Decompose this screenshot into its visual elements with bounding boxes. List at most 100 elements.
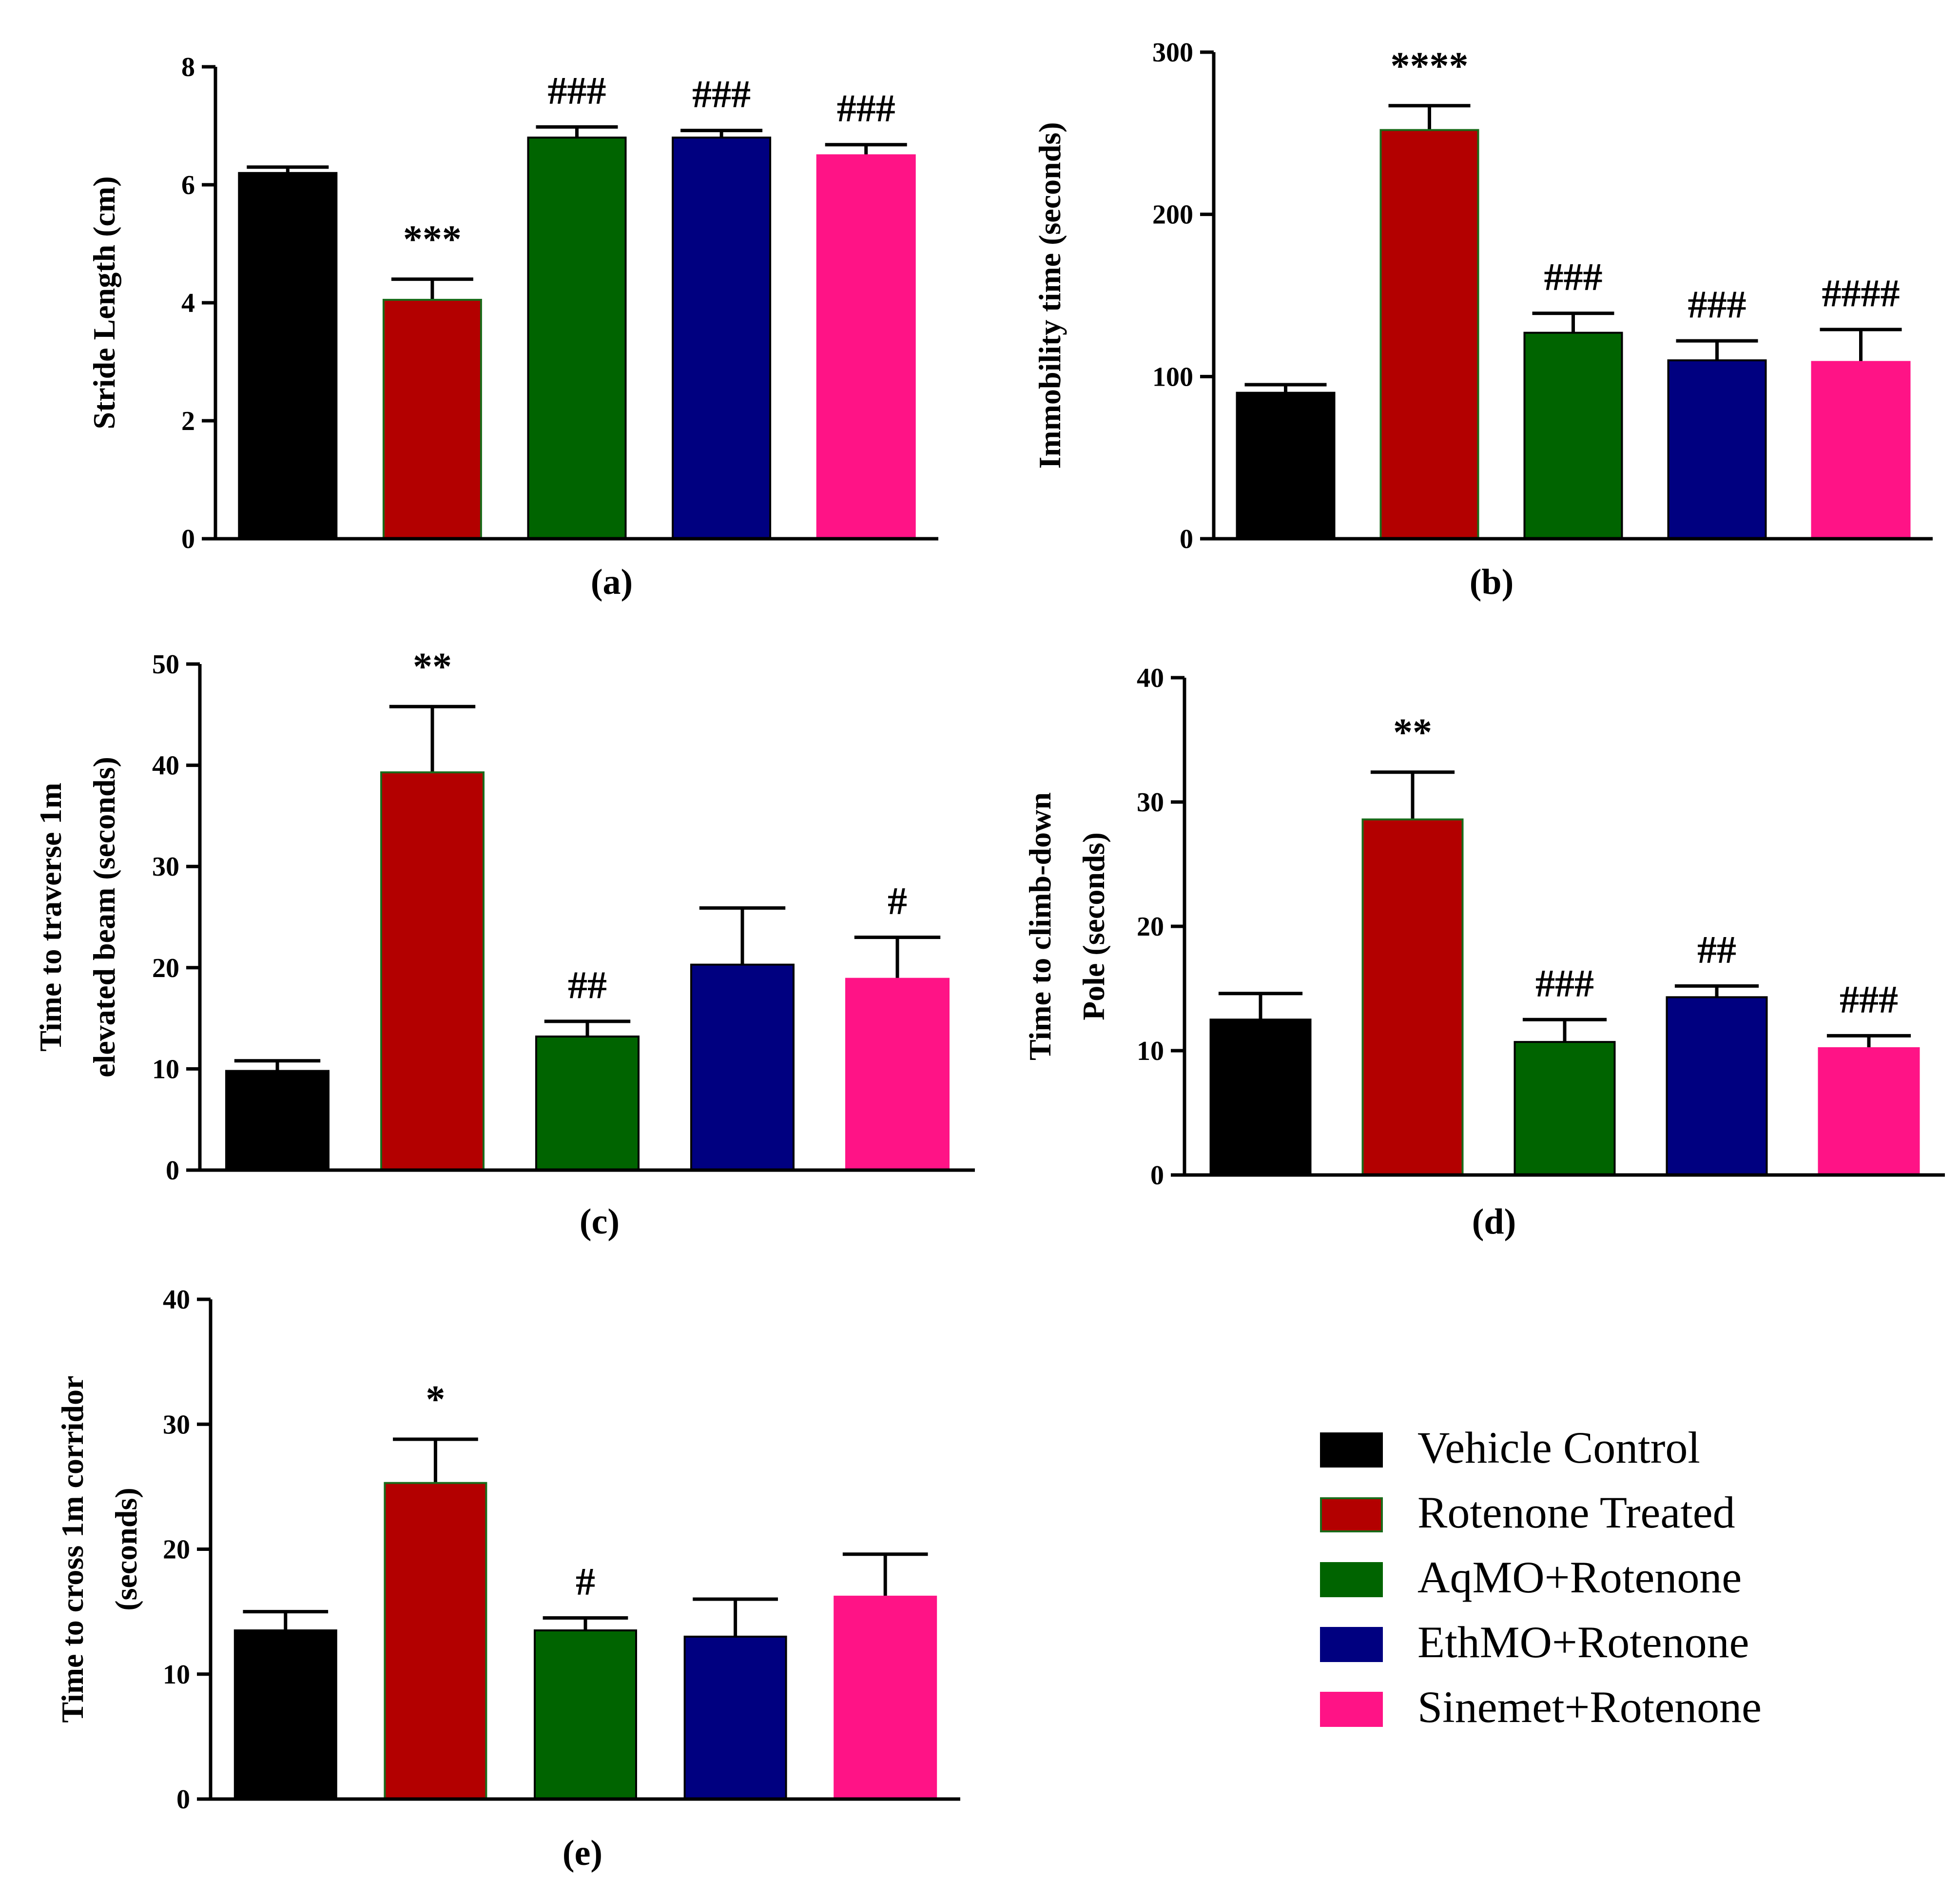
y-tick-label: 20 xyxy=(152,953,179,983)
y-axis-label: (seconds) xyxy=(109,1488,143,1610)
panel-label: (a) xyxy=(591,562,633,602)
y-tick-label: 40 xyxy=(152,751,179,781)
bar-rotenone-treated xyxy=(380,771,485,1171)
y-axis-label: elevated beam (seconds) xyxy=(87,757,121,1077)
significance-label: * xyxy=(426,1378,445,1421)
bar-aqmo-rotenone xyxy=(534,1629,637,1800)
y-tick-label: 30 xyxy=(152,852,179,882)
y-tick-label: 30 xyxy=(163,1410,190,1440)
legend-item: AqMO+Rotenone xyxy=(1320,1552,1742,1602)
y-tick-label: 0 xyxy=(176,1784,190,1815)
bar-sinemet-rotenone xyxy=(1811,361,1911,540)
significance-label: ### xyxy=(1840,978,1898,1021)
significance-label: #### xyxy=(1822,272,1900,315)
bar-vehicle-control xyxy=(225,1070,330,1171)
y-tick-label: 2 xyxy=(181,406,195,436)
legend-item: Vehicle Control xyxy=(1320,1423,1700,1472)
significance-label: ## xyxy=(568,964,607,1007)
y-axis-label: Time to climb-down xyxy=(1023,792,1057,1060)
bar-ethmo-rotenone xyxy=(690,963,795,1172)
legend: Vehicle Control Rotenone Treated AqMO+Rote… xyxy=(1320,1423,1762,1732)
bar-aqmo-rotenone xyxy=(1514,1041,1616,1176)
legend-item: Rotenone Treated xyxy=(1320,1488,1735,1537)
significance-label: ### xyxy=(548,69,606,112)
y-tick-label: 0 xyxy=(1180,524,1193,554)
y-tick-label: 100 xyxy=(1152,362,1193,392)
legend-label: Vehicle Control xyxy=(1417,1423,1700,1472)
bar-vehicle-control xyxy=(1236,392,1336,540)
bar-ethmo-rotenone xyxy=(672,137,772,540)
y-tick-label: 10 xyxy=(152,1054,179,1084)
y-tick-label: 40 xyxy=(1137,663,1164,693)
legend-swatch xyxy=(1320,1497,1383,1532)
y-tick-label: 0 xyxy=(1150,1160,1164,1191)
y-tick-label: 0 xyxy=(181,524,195,554)
significance-label: *** xyxy=(403,218,462,261)
panel-label: (e) xyxy=(563,1833,602,1873)
y-tick-label: 300 xyxy=(1152,38,1193,68)
legend-item: EthMO+Rotenone xyxy=(1320,1617,1749,1667)
legend-item: Sinemet+Rotenone xyxy=(1320,1682,1762,1732)
y-axis-label: Pole (seconds) xyxy=(1076,832,1111,1020)
bar-rotenone-treated xyxy=(1379,129,1479,540)
y-tick-label: 0 xyxy=(166,1155,179,1186)
significance-label: ### xyxy=(1688,283,1747,326)
bar-sinemet-rotenone xyxy=(1818,1047,1920,1176)
significance-label: ** xyxy=(1393,711,1432,754)
significance-label: ### xyxy=(1544,256,1603,299)
significance-label: ** xyxy=(413,646,452,688)
bar-vehicle-control xyxy=(238,172,338,540)
bar-sinemet-rotenone xyxy=(845,978,950,1171)
y-axis-label: Stride Length (cm) xyxy=(87,176,121,429)
y-tick-label: 10 xyxy=(163,1660,190,1690)
bar-aqmo-rotenone xyxy=(535,1035,640,1172)
chart-5: * #0 10 20 30 40 Time to cross 1m corridor (sec… xyxy=(55,1285,960,1873)
bar-rotenone-treated xyxy=(382,298,482,540)
bar-rotenone-treated xyxy=(384,1482,487,1800)
legend-label: EthMO+Rotenone xyxy=(1417,1617,1749,1667)
y-axis-label: Time to traverse 1m xyxy=(33,783,68,1052)
significance-label: ### xyxy=(1535,962,1594,1005)
bar-aqmo-rotenone xyxy=(1523,332,1623,540)
y-axis-label: Time to cross 1m corridor xyxy=(55,1375,90,1723)
legend-label: Rotenone Treated xyxy=(1417,1488,1735,1537)
panel-label: (b) xyxy=(1470,562,1514,602)
legend-swatch xyxy=(1320,1692,1383,1727)
panel-label: (c) xyxy=(580,1202,620,1242)
panel-label: (d) xyxy=(1472,1202,1516,1242)
y-tick-label: 40 xyxy=(163,1285,190,1315)
bar-sinemet-rotenone xyxy=(816,154,916,540)
bar-ethmo-rotenone xyxy=(1666,996,1768,1176)
bar-vehicle-control xyxy=(1209,1018,1312,1176)
y-tick-label: 50 xyxy=(152,649,179,680)
bar-sinemet-rotenone xyxy=(834,1595,937,1800)
significance-label: **** xyxy=(1391,45,1469,88)
bar-vehicle-control xyxy=(233,1629,337,1800)
y-tick-label: 6 xyxy=(181,170,195,200)
y-axis-label: Immobility time (seconds) xyxy=(1032,122,1067,469)
legend-swatch xyxy=(1320,1627,1383,1662)
significance-label: # xyxy=(576,1560,595,1603)
bar-ethmo-rotenone xyxy=(1667,359,1767,540)
y-tick-label: 20 xyxy=(163,1535,190,1565)
y-tick-label: 10 xyxy=(1137,1036,1164,1066)
legend-swatch xyxy=(1320,1432,1383,1468)
bar-rotenone-treated xyxy=(1361,818,1464,1176)
y-tick-label: 30 xyxy=(1137,787,1164,818)
significance-label: ### xyxy=(837,87,895,130)
significance-label: # xyxy=(888,880,907,923)
bar-ethmo-rotenone xyxy=(683,1635,787,1800)
legend-swatch xyxy=(1320,1562,1383,1597)
significance-label: ### xyxy=(692,73,751,116)
legend-label: Sinemet+Rotenone xyxy=(1417,1682,1762,1732)
bar-aqmo-rotenone xyxy=(527,137,627,540)
significance-label: ## xyxy=(1697,928,1736,971)
legend-label: AqMO+Rotenone xyxy=(1417,1552,1742,1602)
y-tick-label: 8 xyxy=(181,52,195,82)
y-tick-label: 200 xyxy=(1152,200,1193,230)
